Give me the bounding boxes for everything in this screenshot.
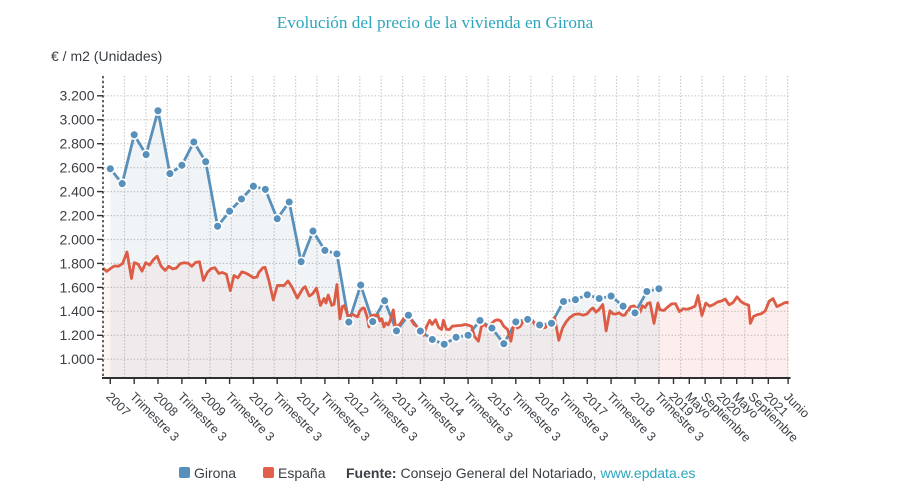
svg-text:1.800: 1.800: [59, 255, 94, 271]
svg-text:3.000: 3.000: [59, 112, 94, 128]
svg-text:2.200: 2.200: [59, 208, 94, 224]
svg-text:1.600: 1.600: [59, 279, 94, 295]
svg-text:3.200: 3.200: [59, 88, 94, 104]
svg-text:2.400: 2.400: [59, 184, 94, 200]
svg-text:España: España: [278, 465, 326, 481]
svg-text:Girona: Girona: [194, 465, 236, 481]
svg-text:1.400: 1.400: [59, 303, 94, 319]
svg-text:2.800: 2.800: [59, 136, 94, 152]
svg-text:2007: 2007: [103, 390, 133, 420]
svg-text:1.200: 1.200: [59, 327, 94, 343]
svg-text:2.600: 2.600: [59, 160, 94, 176]
svg-text:2.000: 2.000: [59, 231, 94, 247]
svg-text:1.000: 1.000: [59, 351, 94, 367]
svg-text:Fuente: Consejo General del No: Fuente: Consejo General del Notariado, w…: [346, 465, 695, 481]
